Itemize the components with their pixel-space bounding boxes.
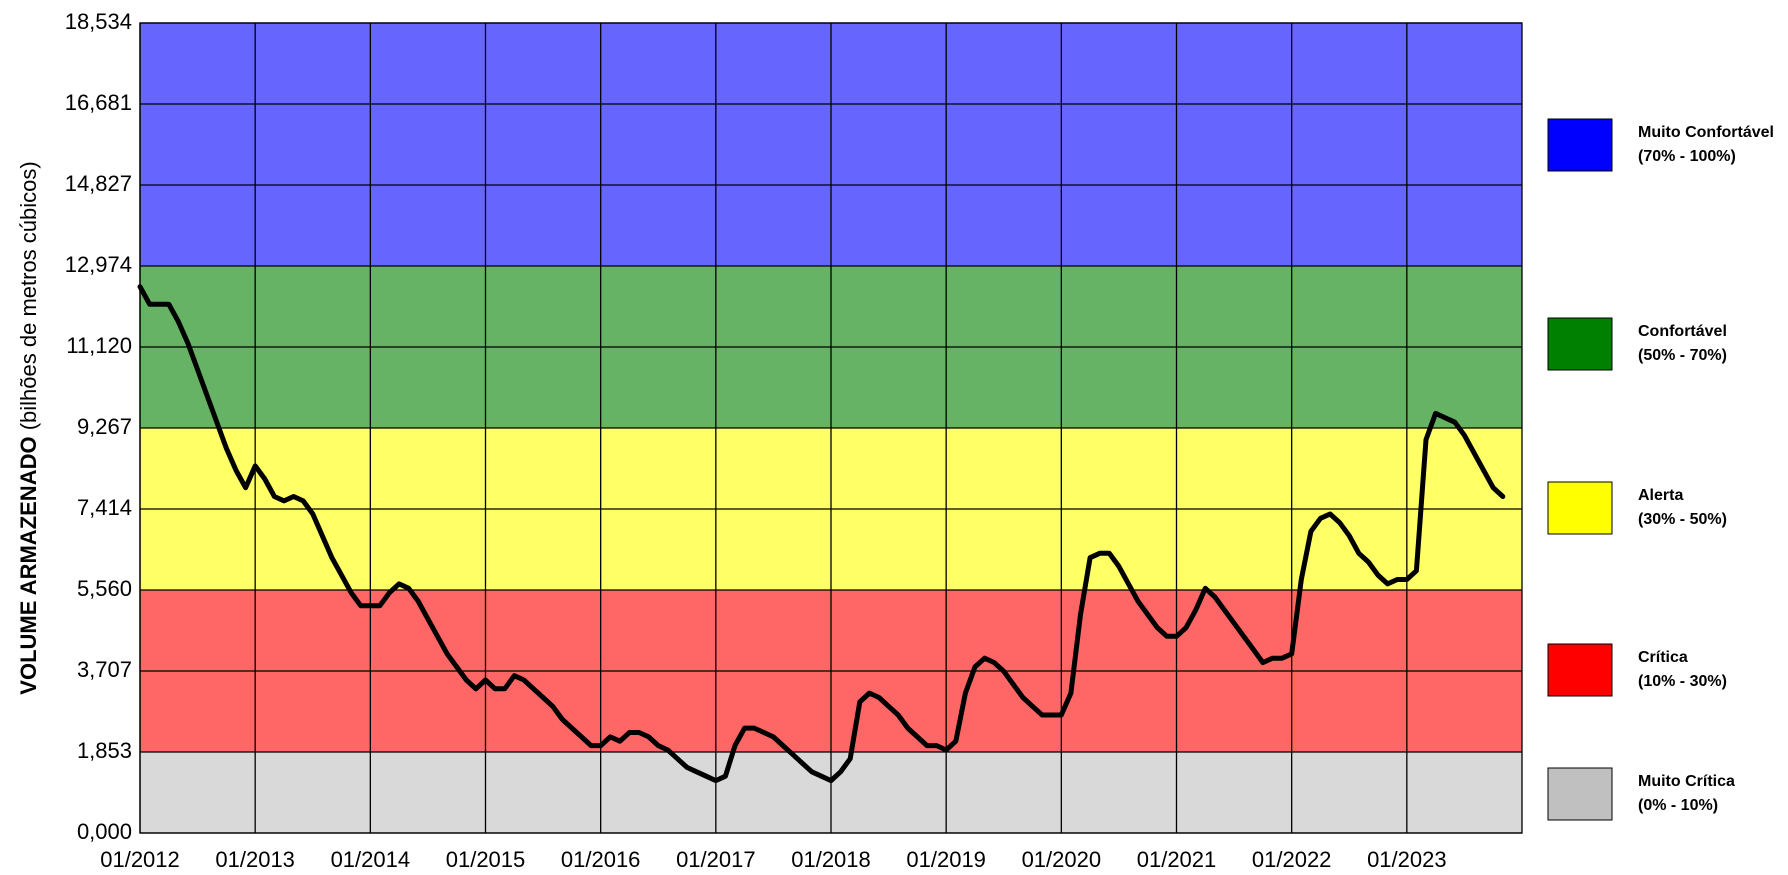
- legend-label: Muito Crítica: [1638, 773, 1735, 790]
- y-tick-label: 7,414: [77, 495, 132, 520]
- x-tick-label: 01/2013: [215, 847, 295, 872]
- y-tick-label: 14,827: [65, 171, 132, 196]
- legend-swatch: [1547, 481, 1613, 535]
- y-tick-label: 12,974: [65, 252, 132, 277]
- legend-range: (50% - 70%): [1638, 347, 1727, 364]
- x-tick-label: 01/2022: [1252, 847, 1332, 872]
- legend-range: (30% - 50%): [1638, 511, 1727, 528]
- legend-label: Confortável: [1638, 323, 1727, 340]
- x-tick-label: 01/2016: [561, 847, 641, 872]
- x-tick-label: 01/2018: [791, 847, 871, 872]
- volume-line: [137, 284, 1506, 784]
- x-tick-label: 01/2021: [1137, 847, 1217, 872]
- legend-range: (10% - 30%): [1638, 673, 1727, 690]
- y-tick-label: 18,534: [65, 9, 132, 34]
- y-axis-label: VOLUME ARMAZENADO (bilhões de metros cúb…: [16, 161, 41, 694]
- legend-swatch: [1547, 643, 1613, 697]
- x-tick-label: 01/2015: [446, 847, 526, 872]
- legend-label: Muito Confortável: [1638, 124, 1774, 141]
- legend-swatch: [1547, 317, 1613, 371]
- y-label-unit: (bilhões de metros cúbicos): [16, 161, 41, 436]
- legend-range: (0% - 10%): [1638, 797, 1718, 814]
- y-tick-label: 5,560: [77, 576, 132, 601]
- plot-border: [139, 22, 1523, 834]
- legend-swatch: [1547, 118, 1613, 172]
- y-tick-label: 16,681: [65, 90, 132, 115]
- x-tick-label: 01/2023: [1367, 847, 1447, 872]
- legend-label: Crítica: [1638, 649, 1688, 666]
- y-tick-label: 11,120: [66, 333, 132, 358]
- y-tick-label: 0,000: [77, 819, 132, 844]
- x-tick-label: 01/2012: [100, 847, 180, 872]
- legend-swatch: [1547, 767, 1613, 821]
- y-tick-label: 1,853: [77, 738, 132, 763]
- y-tick-label: 9,267: [77, 414, 132, 439]
- y-label-main: VOLUME ARMAZENADO: [16, 436, 41, 694]
- x-tick-label: 01/2017: [676, 847, 756, 872]
- x-tick-label: 01/2014: [331, 847, 411, 872]
- legend-label: Alerta: [1638, 487, 1683, 504]
- legend-range: (70% - 100%): [1638, 148, 1736, 165]
- y-tick-label: 3,707: [77, 657, 132, 682]
- x-tick-label: 01/2020: [1022, 847, 1102, 872]
- x-tick-label: 01/2019: [906, 847, 986, 872]
